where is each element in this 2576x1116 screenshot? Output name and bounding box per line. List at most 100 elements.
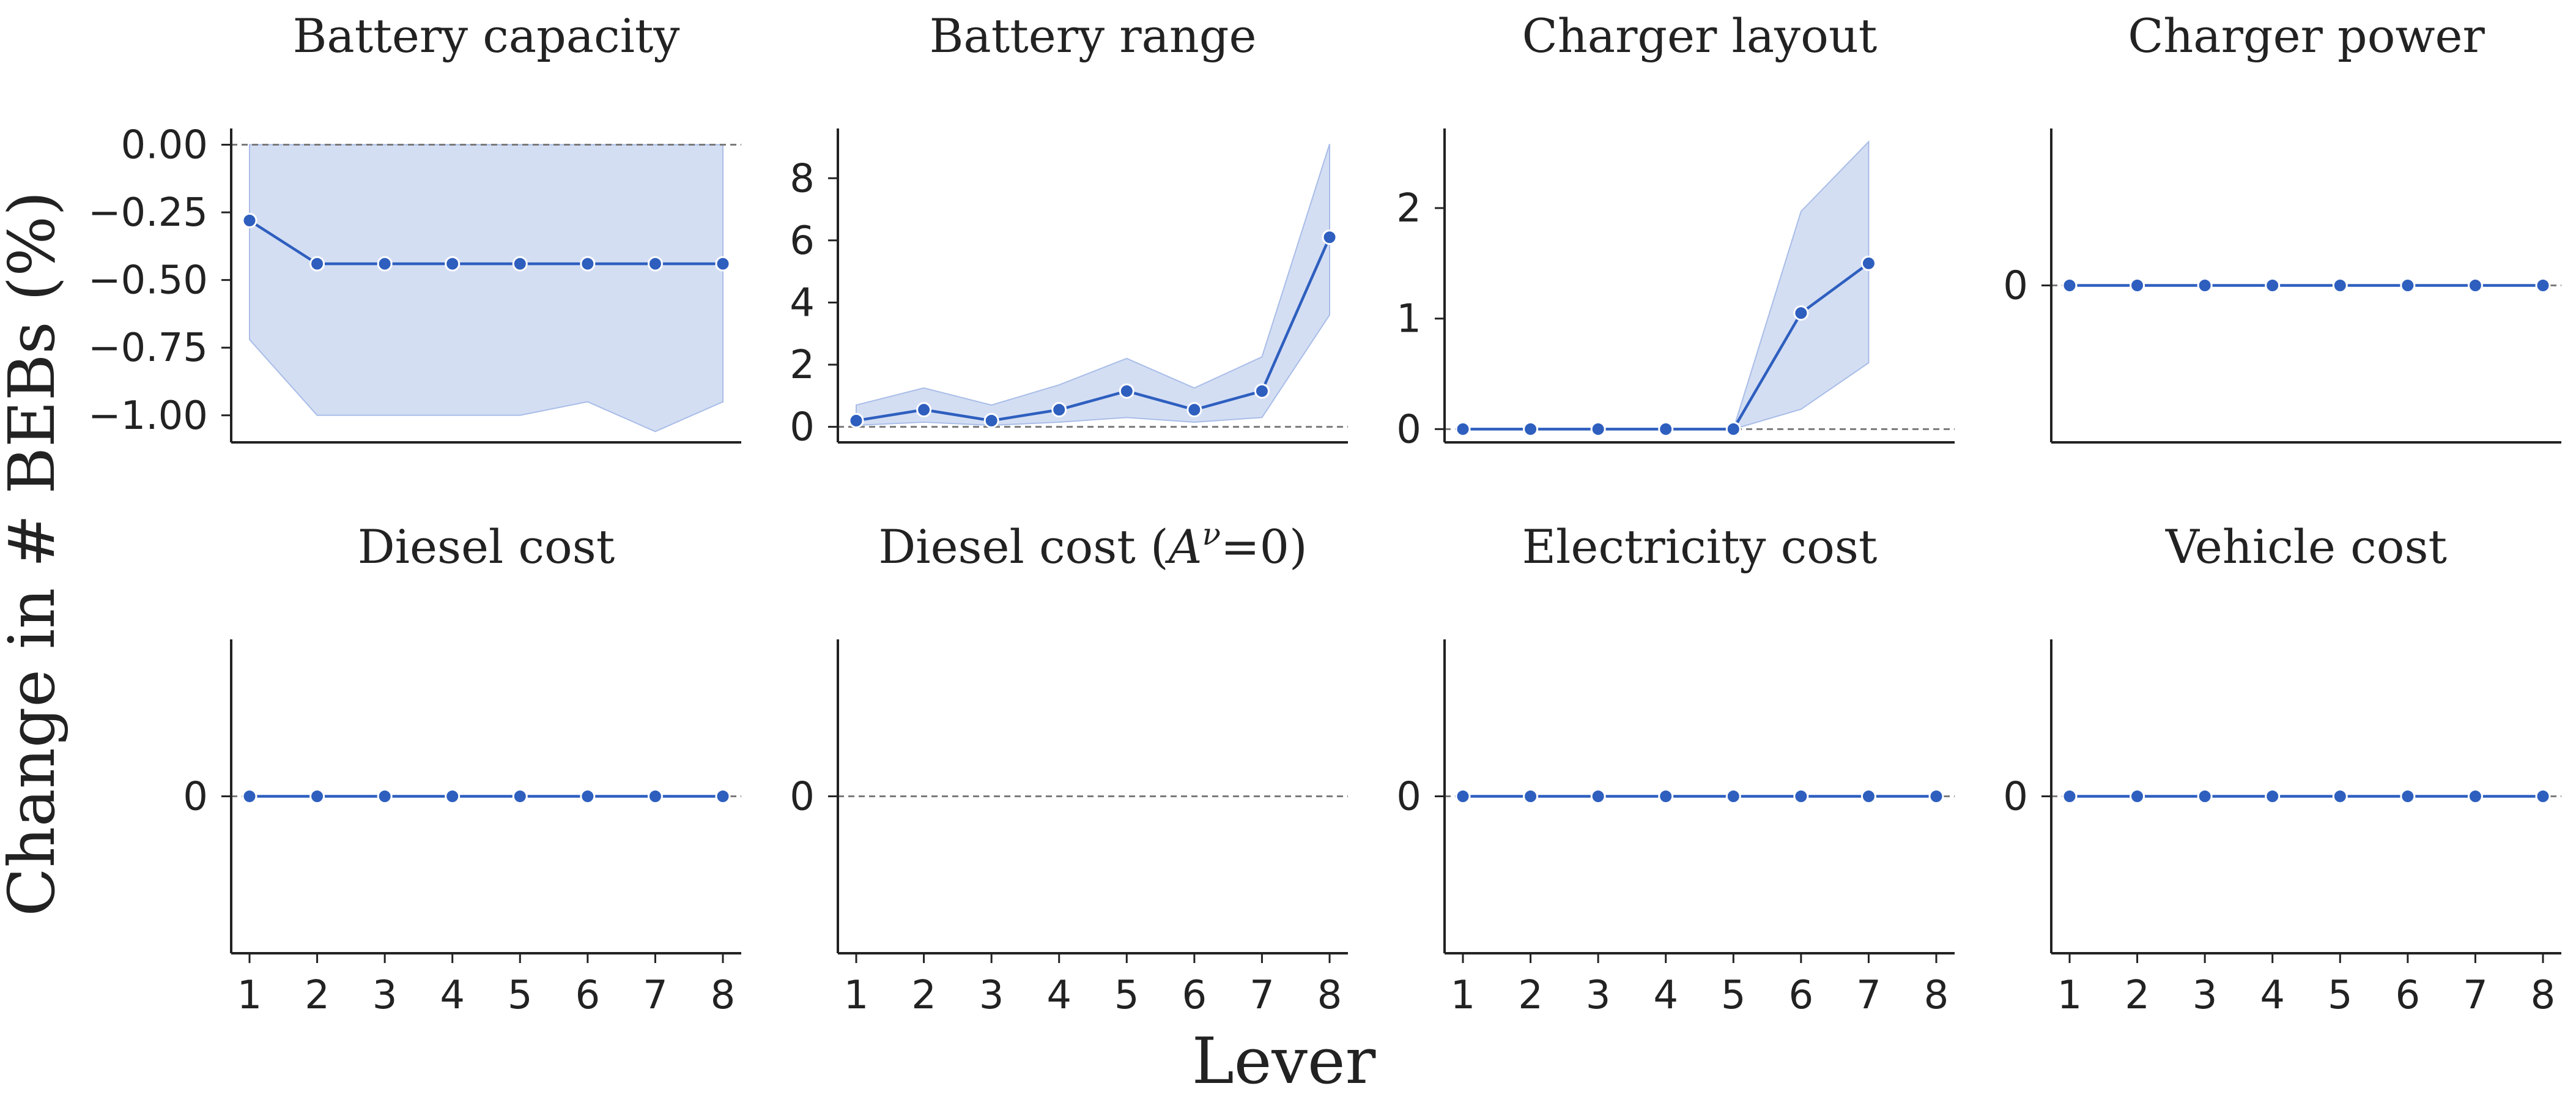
data-point (242, 212, 257, 228)
data-point (512, 256, 528, 272)
data-point (647, 789, 663, 804)
data-point (1523, 421, 1539, 437)
data-point (445, 789, 461, 804)
x-tick-label: 2 (2125, 973, 2150, 1018)
y-tick-label: 0 (2003, 775, 2028, 820)
data-point (2400, 789, 2416, 804)
confidence-band (1463, 140, 1870, 430)
data-point (1860, 255, 1876, 271)
x-tick-label: 1 (237, 973, 262, 1018)
x-tick-label: 4 (2260, 973, 2285, 1018)
x-tick-label: 7 (1249, 973, 1275, 1018)
panel-title: Diesel cost (358, 519, 615, 574)
y-tick-label: 0 (183, 775, 208, 820)
data-point (2197, 278, 2213, 293)
y-tick-label: 0 (1396, 407, 1421, 452)
y-tick-label: 0 (790, 775, 815, 820)
y-tick-label: −0.50 (88, 258, 208, 303)
panel-title: Electricity cost (1522, 519, 1878, 574)
panel-title: Battery range (930, 9, 1257, 63)
data-point (309, 256, 325, 272)
x-tick-label: 2 (911, 973, 936, 1018)
panel-title: Diesel cost (Aν=0) (878, 516, 1307, 574)
x-tick-label: 8 (711, 973, 736, 1018)
panel-4: Charger power 0 (2003, 9, 2561, 444)
x-tick-label: 2 (1518, 973, 1543, 1018)
panel-6: Diesel cost (Aν=0) 0 1 2 3 4 5 6 7 8 (790, 516, 1348, 1018)
x-tick-label: 5 (1721, 973, 1746, 1018)
data-point (1590, 421, 1606, 437)
y-tick-label: 1 (1396, 297, 1421, 342)
data-point (2130, 789, 2145, 804)
data-point (1119, 383, 1134, 399)
x-tick-label: 1 (1451, 973, 1476, 1018)
panel-title: Vehicle cost (2165, 519, 2447, 574)
data-point (2265, 278, 2281, 293)
x-tick-label: 1 (2057, 973, 2082, 1018)
data-point (580, 789, 596, 804)
panel-title: Battery capacity (293, 9, 680, 63)
x-tick-label: 7 (643, 973, 668, 1018)
data-point (242, 789, 257, 804)
data-point (2062, 278, 2078, 293)
y-tick-label: 6 (790, 218, 815, 264)
data-point (1793, 789, 1809, 804)
panel-1: Battery capacity 0.00 −0.25 −0.50 −0.75 −1.00 (88, 9, 741, 444)
y-tick-label: 2 (790, 343, 815, 388)
figure-xlabel: Lever (1192, 1024, 1376, 1098)
panel-title-part: ν (1202, 516, 1221, 552)
data-point (1455, 421, 1471, 437)
confidence-band (856, 144, 1330, 426)
data-point (647, 256, 663, 272)
data-point (2535, 278, 2551, 293)
data-point (1725, 789, 1741, 804)
data-point (715, 789, 731, 804)
data-point (848, 412, 864, 428)
x-tick-label: 5 (2328, 973, 2353, 1018)
x-tick-label: 2 (305, 973, 330, 1018)
x-tick-label: 4 (1653, 973, 1678, 1018)
y-tick-label: 8 (790, 156, 815, 201)
x-tick-label: 7 (2463, 973, 2488, 1018)
y-tick-label: 4 (790, 280, 815, 326)
data-point (1051, 402, 1067, 418)
y-tick-label: −1.00 (88, 393, 208, 439)
y-tick-label: 0 (790, 405, 815, 450)
data-point (1590, 789, 1606, 804)
panel-3: Charger layout 0 1 2 (1396, 9, 1955, 452)
data-point (1860, 789, 1876, 804)
data-point (445, 256, 461, 272)
data-point (1793, 305, 1809, 321)
y-tick-label: 2 (1396, 186, 1421, 231)
y-tick-label: −0.25 (88, 190, 208, 236)
x-tick-label: 3 (979, 973, 1004, 1018)
panel-5: Diesel cost 0 1 2 3 4 5 6 7 8 (183, 519, 741, 1018)
data-point (1658, 789, 1674, 804)
x-tick-label: 3 (2193, 973, 2218, 1018)
data-point (2467, 278, 2483, 293)
data-point (2062, 789, 2078, 804)
x-tick-label: 8 (1924, 973, 1949, 1018)
data-point (580, 256, 596, 272)
data-point (1523, 789, 1539, 804)
y-tick-label: 0 (1396, 775, 1421, 820)
x-tick-label: 7 (1856, 973, 1881, 1018)
x-tick-label: 5 (1114, 973, 1139, 1018)
y-tick-label: 0 (2003, 264, 2028, 309)
data-point (2265, 789, 2281, 804)
y-tick-label: 0.00 (121, 123, 209, 168)
y-tick-label: −0.75 (88, 326, 208, 371)
x-tick-label: 6 (575, 973, 600, 1018)
panel-2: Battery range 0 2 4 6 8 (790, 9, 1348, 450)
data-point (2400, 278, 2416, 293)
data-point (2197, 789, 2213, 804)
data-point (916, 402, 932, 418)
data-point (983, 412, 999, 428)
data-point (1322, 229, 1338, 245)
x-tick-label: 3 (1586, 973, 1611, 1018)
data-point (377, 789, 393, 804)
x-tick-label: 1 (844, 973, 869, 1018)
data-point (2130, 278, 2145, 293)
panel-8: Vehicle cost 0 1 2 3 4 5 6 7 8 (2003, 519, 2561, 1018)
panel-title: Charger layout (1522, 9, 1878, 63)
